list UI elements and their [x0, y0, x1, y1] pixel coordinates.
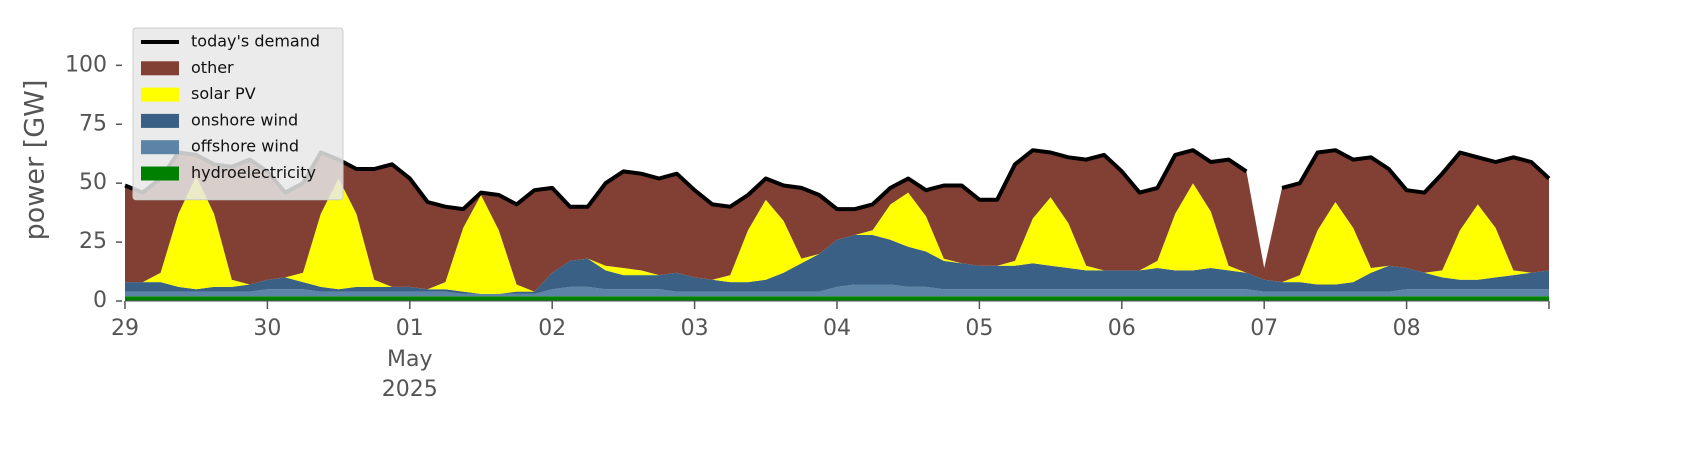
area	[125, 150, 1549, 292]
area	[125, 235, 1549, 294]
legend-label: other	[191, 58, 234, 77]
legend-label: today's demand	[191, 32, 320, 51]
legend-swatch	[141, 140, 179, 155]
legend-label: solar PV	[191, 84, 256, 103]
y-tick-label: 100	[65, 52, 107, 77]
legend-swatch	[141, 166, 179, 181]
x-tick-label: 03	[681, 316, 709, 341]
legend-label: offshore wind	[191, 137, 299, 156]
x-tick-label: 06	[1108, 316, 1136, 341]
y-tick-label: 0	[93, 288, 107, 313]
legend-box	[132, 27, 344, 201]
x-tick-label: 29	[111, 316, 139, 341]
legend-swatch	[141, 87, 179, 102]
x-tick-sublabel: May	[387, 347, 432, 372]
x-tick-label: 07	[1250, 316, 1278, 341]
x-tick-label: 05	[965, 316, 993, 341]
legend-swatch	[141, 61, 179, 76]
y-axis-label: power [GW]	[20, 80, 51, 241]
x-tick-label: 01	[396, 316, 424, 341]
legend: today's demand other solar PV onshore wind o…	[132, 27, 344, 201]
x-tick-label: 02	[538, 316, 566, 341]
legend-label: hydroelectricity	[191, 163, 316, 182]
y-tick-label: 25	[79, 229, 107, 254]
legend-swatch	[141, 113, 179, 128]
area	[125, 176, 1549, 294]
x-tick-label: 30	[253, 316, 281, 341]
legend-label: onshore wind	[191, 110, 298, 129]
y-tick-label: 50	[79, 170, 107, 195]
x-tick-sublabel: 2025	[382, 377, 438, 402]
area	[125, 296, 1549, 301]
y-tick-label: 75	[79, 111, 107, 136]
area	[125, 284, 1549, 297]
x-tick-label: 08	[1393, 316, 1421, 341]
x-tick-label: 04	[823, 316, 851, 341]
